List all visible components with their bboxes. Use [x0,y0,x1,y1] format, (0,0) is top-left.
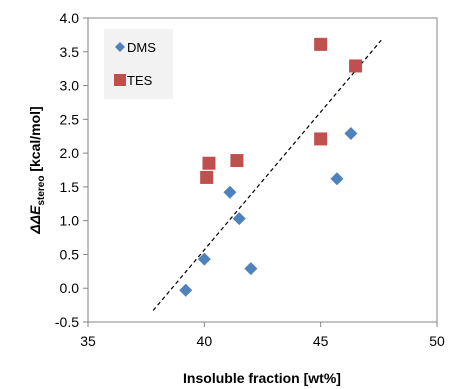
legend-marker-dms [115,42,125,52]
y-tick-label: -0.5 [55,314,79,330]
legend-marker-tes [114,74,126,86]
x-axis-title: Insoluble fraction [wt%] [183,370,341,386]
y-tick-label: 1.0 [60,213,80,229]
dms-point [179,283,193,297]
legend: DMS TES [104,29,173,99]
tes-point [314,37,328,51]
trendline [152,39,382,311]
y-tick-label: 3.0 [60,78,80,94]
dms-point [344,127,358,141]
y-tick-label: 2.0 [60,145,80,161]
y-tick-label: 2.5 [60,111,80,127]
x-axis-tick-labels: 35 40 45 50 [80,333,445,349]
y-tick-label: 1.5 [60,179,80,195]
legend-label-dms: DMS [127,40,156,55]
dms-point [244,262,258,276]
legend-items: DMS TES [114,40,156,88]
data-points-layer [179,37,363,297]
tes-point [230,154,244,168]
dms-point [223,185,237,199]
y-tick-label: 0.5 [60,246,80,262]
y-axis-title-subscript: stereo [36,176,47,206]
y-axis-title-symbol: E [27,205,43,215]
trendline-layer [152,39,382,311]
x-tick-label: 40 [197,333,213,349]
y-axis-ticks [83,17,88,323]
x-tick-label: 35 [80,333,96,349]
y-tick-label: 3.5 [60,44,80,60]
x-tick-label: 45 [313,333,329,349]
y-axis-title-prefix: ΔΔ [27,215,43,235]
y-axis-title: ΔΔEstereo [kcal/mol] [27,106,47,234]
dms-point [232,212,246,226]
tes-point [314,132,328,146]
y-tick-label: 0.0 [60,280,80,296]
tes-point [349,59,363,73]
tes-point [202,156,216,170]
tes-point [200,170,214,184]
x-tick-label: 50 [429,333,445,349]
legend-box [104,29,173,99]
dms-point [330,172,344,186]
y-tick-label: 4.0 [60,10,80,26]
y-axis-title-unit: [kcal/mol] [27,106,43,175]
x-axis-ticks [87,322,438,327]
dms-point [197,252,211,266]
y-axis-tick-labels: -0.5 0.0 0.5 1.0 1.5 2.0 2.5 3.0 3.5 4.0 [55,10,79,330]
legend-label-tes: TES [127,73,153,88]
